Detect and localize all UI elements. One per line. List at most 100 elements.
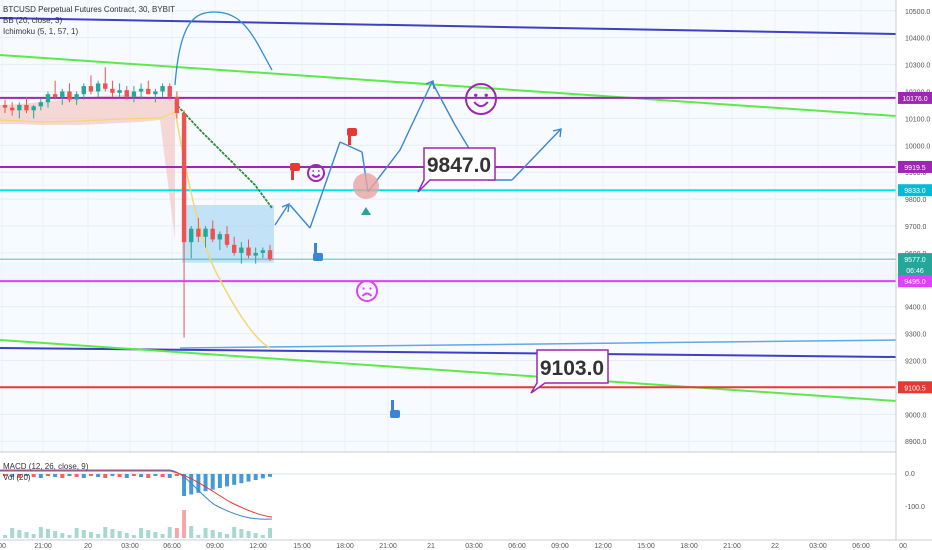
macd-bar — [146, 474, 151, 478]
sad-face-icon-outline — [356, 280, 378, 302]
volume-bar — [67, 535, 72, 538]
macd-bar — [268, 474, 272, 477]
macd-bar — [96, 474, 101, 477]
hand-down-red-icon-2-palm — [347, 128, 357, 136]
sad-face-icon — [356, 280, 378, 302]
smiley-large-icon — [465, 83, 497, 115]
candle-body — [17, 104, 22, 111]
candle-body — [196, 228, 201, 237]
arrow-6 — [367, 81, 433, 193]
candle-body — [267, 250, 273, 260]
volume-bar — [81, 530, 86, 538]
lower-pane-bg — [0, 453, 896, 540]
vol-label: Vol (20) — [3, 473, 31, 482]
time-axis-bg — [0, 540, 932, 550]
macd-bar — [81, 474, 86, 478]
volume-bar — [146, 530, 151, 538]
volume-bar — [246, 531, 251, 538]
volume-bar — [153, 532, 158, 538]
volume-bar — [38, 527, 43, 538]
candle-body — [224, 234, 230, 245]
macd-bar — [246, 474, 251, 482]
smiley-small-icon — [307, 164, 325, 182]
price-tick: 9400.0 — [905, 305, 927, 312]
time-tick: 21:00 — [379, 543, 397, 550]
hand-down-red-icon-1 — [290, 163, 300, 180]
candle-body — [45, 94, 51, 103]
candle-body — [203, 228, 208, 237]
macd-bar — [189, 474, 194, 495]
macd-bar — [117, 474, 122, 477]
volume-bar — [10, 528, 15, 538]
candle-body — [95, 83, 101, 92]
time-tick: 12:00 — [594, 543, 612, 550]
volume-bar — [182, 510, 187, 538]
volume-bar — [260, 535, 265, 538]
lower-pane — [0, 453, 896, 540]
hand-down-red-icon-2 — [347, 128, 357, 145]
callout-9847: 9847.0 — [417, 147, 496, 193]
candle-body — [60, 91, 65, 97]
price-tick: 9900.0 — [905, 170, 927, 177]
macd-bar — [260, 474, 265, 479]
arrow-9-head — [552, 128, 562, 138]
time-tick: 06:00 — [508, 543, 526, 550]
candle-body — [217, 234, 223, 240]
volume-bar — [31, 534, 36, 538]
hand-up-blue-icon-1-palm — [313, 253, 323, 261]
smiley-small-icon-eye — [317, 170, 320, 172]
candle-body — [160, 86, 165, 92]
candle-body — [167, 86, 172, 97]
candle-body — [260, 250, 266, 253]
hand-up-blue-icon-1 — [313, 243, 323, 261]
price-tag-text: 9919.5 — [904, 165, 926, 172]
time-tick: 15:00 — [637, 543, 655, 550]
hand-up-blue-icon-1-finger — [314, 243, 317, 253]
arrow-1-head — [281, 202, 290, 213]
macd-bar — [139, 474, 144, 477]
price-tag-bg — [898, 381, 932, 394]
range-band — [0, 262, 896, 287]
candle-body — [174, 96, 180, 113]
price-tick: 10400.0 — [905, 36, 930, 43]
time-tick: 06:00 — [852, 543, 870, 550]
candle-body — [239, 247, 244, 253]
candle-body — [146, 88, 151, 95]
callout-9103: 9103.0 — [530, 349, 609, 394]
time-tick: 21:00 — [34, 543, 52, 550]
volume-bar — [3, 535, 7, 538]
smiley-small-icon-eye — [312, 170, 315, 172]
volume-bar — [88, 532, 93, 538]
macd-bar — [217, 474, 222, 488]
callout-9847-box — [417, 147, 496, 193]
callout-9103-box — [530, 349, 609, 394]
horizontal-levels — [0, 96, 896, 389]
price-tick: 10100.0 — [905, 116, 930, 123]
time-tick: 03:00 — [121, 543, 139, 550]
macd-bar — [225, 474, 230, 487]
macd-bar — [53, 474, 58, 477]
arrow-1 — [274, 204, 289, 226]
price-tick: 10000.0 — [905, 143, 930, 150]
volume-bar — [74, 528, 79, 538]
volume-bar — [232, 527, 237, 538]
macd-bar — [160, 474, 165, 477]
macd-bar — [10, 474, 15, 477]
hand-down-red-icon-2-finger — [348, 136, 351, 145]
candle-body — [81, 86, 86, 95]
volume-bar — [210, 530, 215, 538]
volume-bar — [96, 534, 101, 538]
trendlines — [0, 17, 897, 402]
candle-body — [88, 86, 94, 92]
macd-bar — [67, 474, 72, 476]
time-tick: 06:00 — [163, 543, 181, 550]
price-tag-text: 10176.0 — [902, 96, 927, 103]
smiley-small-icon-outline — [307, 164, 325, 182]
hand-down-red-icon-1-finger — [291, 171, 294, 180]
candle-body — [110, 88, 115, 93]
price-tick: 9300.0 — [905, 332, 927, 339]
macd-label: MACD (12, 26, close, 9) — [3, 462, 89, 471]
macd-bar — [253, 474, 258, 480]
time-tick: 22 — [771, 543, 779, 550]
